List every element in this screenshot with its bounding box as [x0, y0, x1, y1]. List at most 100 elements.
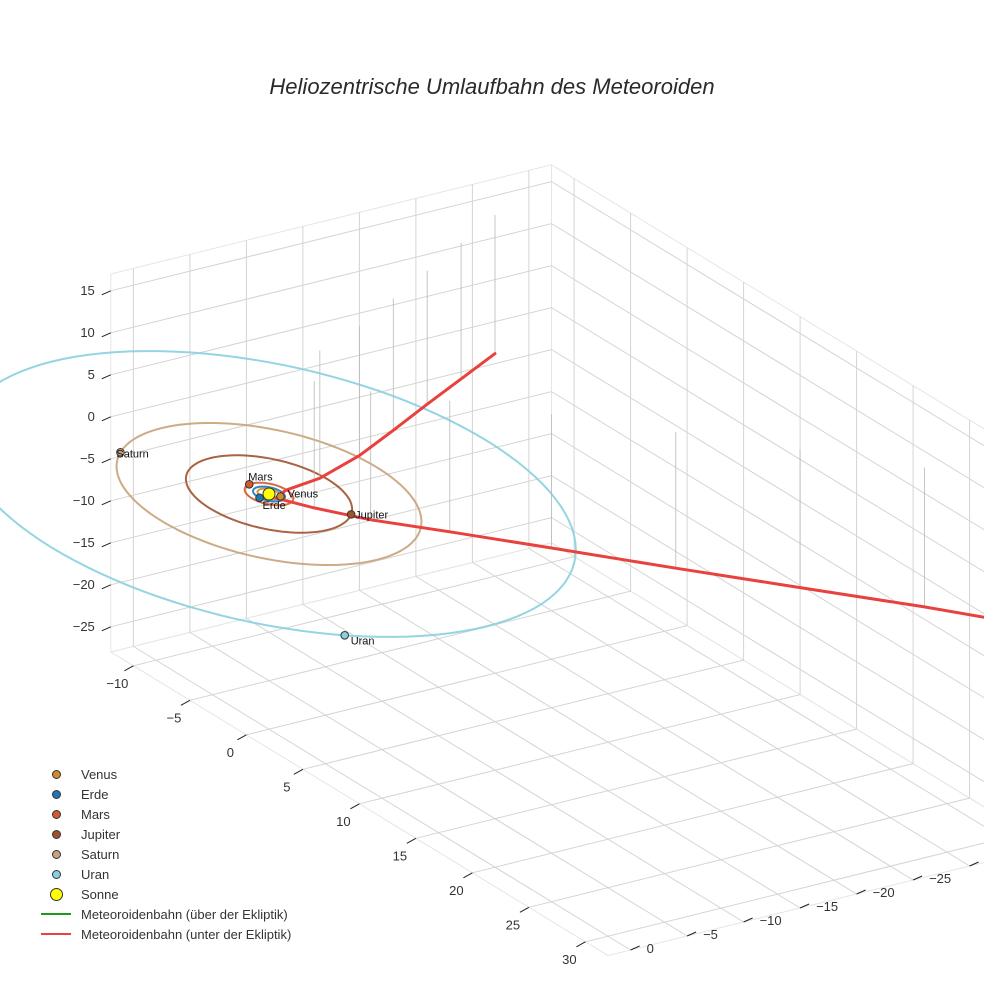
legend-symbol [40, 804, 72, 824]
planet-marker-jupiter [347, 511, 355, 519]
legend-item[interactable]: Venus [40, 764, 291, 784]
x-tick-label: 0 [227, 745, 234, 760]
z-tick-mark [102, 501, 111, 505]
legend-item[interactable]: Jupiter [40, 824, 291, 844]
legend-label: Meteoroidenbahn (über der Ekliptik) [81, 907, 288, 922]
x-tick-label: 25 [506, 917, 520, 932]
z-tick-label: −25 [73, 619, 95, 634]
x-tick-mark [576, 942, 585, 947]
z-tick-label: 15 [80, 283, 94, 298]
y-tick-label: −5 [703, 927, 718, 942]
x-tick-mark [407, 838, 416, 843]
legend-marker-swatch [50, 888, 63, 901]
legend-symbol [40, 904, 72, 924]
y-tick-label: −25 [929, 871, 951, 886]
z-tick-mark [102, 417, 111, 421]
legend-symbol [40, 864, 72, 884]
gridline-x [303, 282, 744, 769]
legend-label: Sonne [81, 887, 119, 902]
legend-line-swatch [41, 933, 71, 935]
z-tick-mark [102, 375, 111, 379]
x-tick-mark [124, 666, 133, 671]
legend-label: Saturn [81, 847, 119, 862]
z-tick-label: 5 [88, 367, 95, 382]
legend-label: Erde [81, 787, 108, 802]
gridline-y [472, 184, 969, 866]
planet-label-uran: Uran [351, 635, 375, 647]
z-tick-mark [102, 585, 111, 589]
z-tick-label: 0 [88, 409, 95, 424]
planet-label-venus: Venus [288, 488, 319, 500]
planet-label-erde: Erde [263, 500, 286, 512]
legend-marker-swatch [52, 810, 61, 819]
z-tick-label: −20 [73, 577, 95, 592]
z-tick-mark [102, 627, 111, 631]
y-tick-label: −20 [873, 885, 895, 900]
legend-item[interactable]: Erde [40, 784, 291, 804]
legend-symbol [40, 884, 72, 904]
x-tick-label: 10 [336, 814, 350, 829]
legend-label: Jupiter [81, 827, 120, 842]
planet-label-jupiter: Jupiter [355, 509, 388, 521]
legend-item[interactable]: Saturn [40, 844, 291, 864]
planet-label-saturn: Saturn [116, 448, 148, 460]
legend-marker-swatch [52, 850, 61, 859]
gridline-y [359, 212, 856, 894]
gridline-z [111, 308, 984, 612]
y-tick-label: −15 [816, 899, 838, 914]
legend-marker-swatch [52, 830, 61, 839]
gridline-z [111, 182, 984, 486]
z-tick-mark [102, 543, 111, 547]
y-tick-label: −10 [760, 913, 782, 928]
legend-label: Meteoroidenbahn (unter der Ekliptik) [81, 927, 291, 942]
x-tick-mark [463, 873, 472, 878]
legend-symbol [40, 824, 72, 844]
x-tick-label: 15 [393, 848, 407, 863]
x-tick-label: 20 [449, 883, 463, 898]
gridline-y [529, 170, 984, 852]
legend-item[interactable]: Uran [40, 864, 291, 884]
legend[interactable]: Venus Erde Mars Jupiter Saturn Uran Sonne Meteo… [40, 764, 291, 944]
series-1 [276, 215, 984, 622]
legend-label: Venus [81, 767, 117, 782]
legend-marker-swatch [52, 770, 61, 779]
z-tick-label: −10 [73, 493, 95, 508]
gridline-z [111, 434, 984, 738]
legend-symbol [40, 764, 72, 784]
planet-marker-uran [341, 631, 349, 639]
z-tick-label: −15 [73, 535, 95, 550]
gridline-z [111, 224, 984, 528]
legend-item[interactable]: Meteoroidenbahn (über der Ekliptik) [40, 904, 291, 924]
legend-label: Uran [81, 867, 109, 882]
legend-symbol [40, 844, 72, 864]
z-tick-mark [102, 459, 111, 463]
x-tick-label: −10 [106, 676, 128, 691]
legend-marker-swatch [52, 870, 61, 879]
legend-line-swatch [41, 913, 71, 915]
legend-label: Mars [81, 807, 110, 822]
x-tick-mark [237, 735, 246, 740]
legend-item[interactable]: Meteoroidenbahn (unter der Ekliptik) [40, 924, 291, 944]
sun-marker [263, 488, 275, 500]
z-tick-mark [102, 291, 111, 295]
wall-xz [552, 165, 984, 847]
legend-item[interactable]: Sonne [40, 884, 291, 904]
x-tick-label: −5 [166, 710, 181, 725]
meteoroid-path-line [276, 354, 984, 622]
y-tick-label: 0 [647, 941, 654, 956]
z-tick-label: 10 [80, 325, 94, 340]
x-tick-mark [350, 804, 359, 809]
chart-title: Heliozentrische Umlaufbahn des Meteoroid… [0, 74, 984, 100]
x-tick-mark [520, 907, 529, 912]
legend-item[interactable]: Mars [40, 804, 291, 824]
x-tick-label: 30 [562, 952, 576, 967]
x-tick-mark [294, 769, 303, 774]
legend-marker-swatch [52, 790, 61, 799]
planet-label-mars: Mars [248, 471, 273, 483]
x-tick-mark [181, 700, 190, 705]
legend-symbol [40, 784, 72, 804]
z-tick-label: −5 [80, 451, 95, 466]
z-tick-mark [102, 333, 111, 337]
